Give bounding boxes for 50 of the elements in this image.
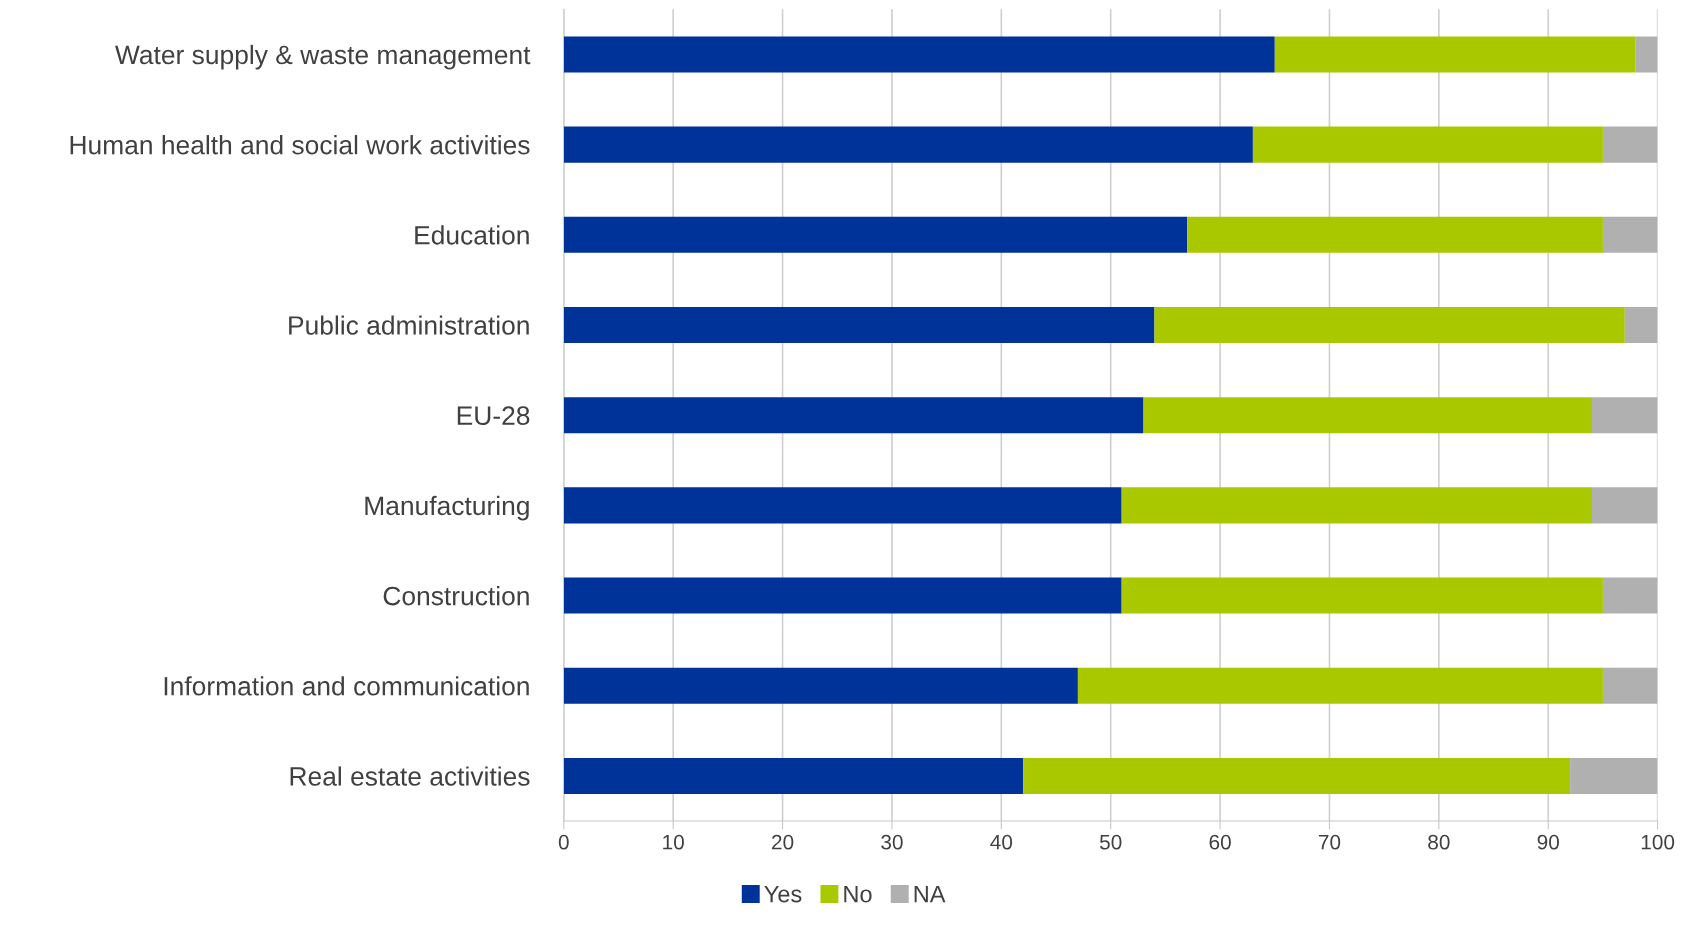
- bar: [563, 306, 1155, 344]
- bar: [1187, 216, 1603, 253]
- y-tick-label: Construction: [383, 586, 529, 606]
- x-tick-label: 70: [1318, 834, 1341, 850]
- y-tick-label: Information and communication: [164, 676, 529, 696]
- x-tick-label: 20: [772, 834, 794, 850]
- x-tick-label: 40: [990, 834, 1013, 850]
- legend-label: No: [844, 885, 872, 903]
- y-tick-label: Real estate activities: [290, 766, 530, 786]
- bar: [1591, 487, 1658, 524]
- bar: [1077, 667, 1603, 704]
- x-tick-label: 10: [663, 834, 684, 850]
- bar: [1121, 487, 1592, 524]
- bar: [1602, 577, 1658, 614]
- bar: [563, 36, 1275, 73]
- bar: [563, 667, 1078, 704]
- bar: [563, 216, 1188, 253]
- x-tick-label: 30: [881, 834, 903, 850]
- bar: [1635, 36, 1658, 73]
- bar: [1121, 577, 1603, 614]
- bar: [1274, 36, 1636, 73]
- x-tick-label: 90: [1537, 834, 1560, 850]
- legend-label: NA: [914, 885, 946, 903]
- x-tick-label: 50: [1099, 834, 1122, 850]
- x-tick-label: 60: [1209, 834, 1231, 850]
- y-tick-label: EU-28: [457, 406, 530, 426]
- bar: [563, 577, 1122, 614]
- y-tick-label: Public administration: [289, 315, 529, 335]
- y-tick-label: Human health and social work activities: [70, 135, 530, 155]
- legend-label: Yes: [764, 885, 802, 903]
- bar: [1602, 216, 1658, 253]
- bar: [563, 397, 1144, 434]
- bar: [1570, 757, 1658, 794]
- bar: [1154, 306, 1625, 344]
- bar: [1252, 126, 1603, 163]
- bar: [1143, 397, 1592, 434]
- bar: [1602, 126, 1658, 163]
- y-tick-label: Water supply & waste management: [115, 44, 531, 70]
- bar: [563, 757, 1024, 794]
- x-tick-label: 0: [558, 834, 569, 850]
- bar: [1023, 757, 1571, 794]
- y-tick-label: Education: [415, 225, 529, 245]
- y-tick-label: Manufacturing: [365, 495, 529, 521]
- bar: [563, 487, 1122, 524]
- x-tick-label: 100: [1641, 834, 1675, 850]
- x-tick-label: 80: [1428, 834, 1450, 850]
- bar: [1624, 306, 1658, 344]
- bar: [563, 126, 1253, 163]
- bar: [1591, 397, 1658, 434]
- bar: [1602, 667, 1658, 704]
